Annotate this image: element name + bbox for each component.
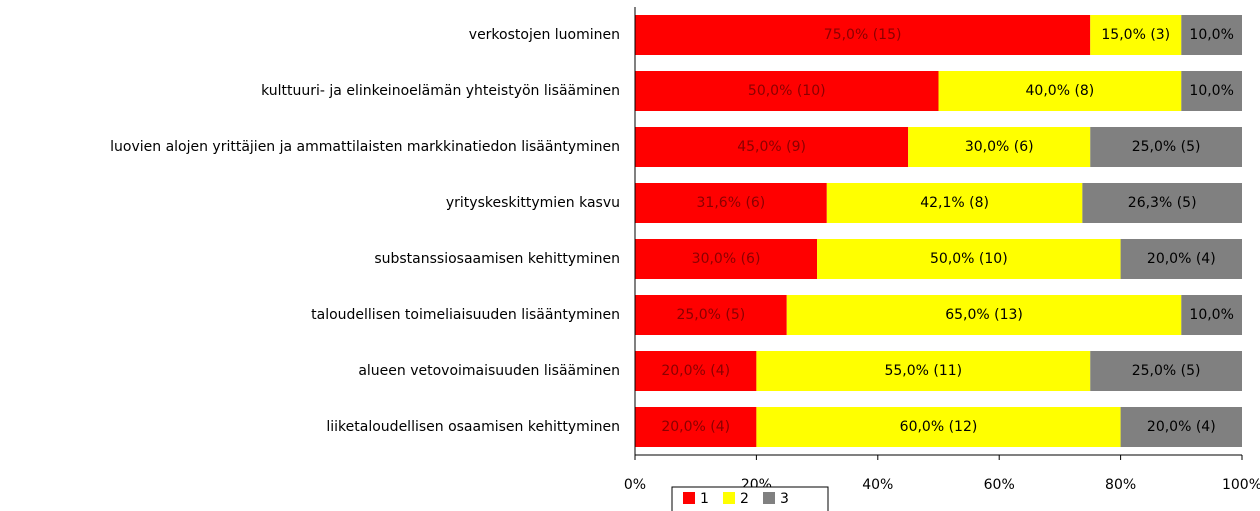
data-label: 10,0% (1189, 83, 1233, 99)
category-label: taloudellisen toimeliaisuuden lisääntymi… (311, 307, 620, 323)
x-tick-label: 80% (1105, 477, 1136, 493)
bar-segment (1120, 407, 1242, 447)
data-label: 30,0% (6) (692, 251, 761, 267)
bar-segment (826, 183, 1083, 223)
data-label: 10,0% (1189, 307, 1233, 323)
bar-segment (756, 407, 1121, 447)
legend-swatch (723, 492, 735, 504)
bar-segment (1090, 127, 1242, 167)
data-label: 30,0% (6) (965, 139, 1034, 155)
bar-segment (756, 351, 1091, 391)
bar-segment (938, 71, 1182, 111)
bar-segment (1181, 15, 1242, 55)
bar-segment (635, 183, 827, 223)
legend-label: 3 (780, 491, 789, 507)
bar-segment (635, 351, 757, 391)
bar-segment (817, 239, 1121, 279)
category-label: luovien alojen yrittäjien ja ammattilais… (110, 139, 620, 155)
category-label: yrityskeskittymien kasvu (446, 195, 620, 211)
bar-segment (1090, 351, 1242, 391)
x-tick-label: 40% (862, 477, 893, 493)
data-label: 10,0% (1189, 27, 1233, 43)
legend-swatch (683, 492, 695, 504)
data-label: 60,0% (12) (900, 419, 978, 435)
data-label: 40,0% (8) (1026, 83, 1095, 99)
bar-segment (1090, 15, 1182, 55)
data-label: 15,0% (3) (1101, 27, 1170, 43)
data-label: 50,0% (10) (748, 83, 826, 99)
bar-segment (635, 127, 909, 167)
bar-segment (1082, 183, 1242, 223)
bar-segment (1181, 295, 1242, 335)
data-label: 25,0% (5) (1132, 139, 1201, 155)
x-tick-label: 60% (984, 477, 1015, 493)
data-label: 45,0% (9) (737, 139, 806, 155)
bar-segment (786, 295, 1182, 335)
data-label: 26,3% (5) (1128, 195, 1197, 211)
legend-label: 1 (700, 491, 709, 507)
legend-box (671, 486, 829, 511)
category-label: liiketaloudellisen osaamisen kehittymine… (326, 419, 620, 435)
data-label: 75,0% (15) (824, 27, 902, 43)
category-label: kulttuuri- ja elinkeinoelämän yhteistyön… (261, 83, 620, 99)
data-label: 20,0% (4) (661, 419, 730, 435)
category-label: alueen vetovoimaisuuden lisääminen (358, 363, 620, 379)
data-label: 55,0% (11) (884, 363, 962, 379)
bar-segment (635, 15, 1091, 55)
data-label: 25,0% (5) (1132, 363, 1201, 379)
bar-segment (1181, 71, 1242, 111)
bar-segment (1120, 239, 1242, 279)
data-label: 20,0% (4) (661, 363, 730, 379)
data-label: 50,0% (10) (930, 251, 1008, 267)
data-label: 20,0% (4) (1147, 419, 1216, 435)
bar-segment (635, 71, 939, 111)
bar-segment (635, 407, 757, 447)
bar-segment (635, 295, 787, 335)
bar-segment (635, 239, 818, 279)
data-label: 42,1% (8) (920, 195, 989, 211)
data-label: 25,0% (5) (676, 307, 745, 323)
data-label: 65,0% (13) (945, 307, 1023, 323)
data-label: 31,6% (6) (697, 195, 766, 211)
category-label: substanssiosaamisen kehittyminen (374, 251, 620, 267)
bar-segment (908, 127, 1091, 167)
x-tick-label: 100% (1222, 477, 1260, 493)
legend-swatch (763, 492, 775, 504)
x-tick-label: 0% (624, 477, 646, 493)
data-label: 20,0% (4) (1147, 251, 1216, 267)
category-label: verkostojen luominen (469, 27, 620, 43)
legend-label: 2 (740, 491, 749, 507)
